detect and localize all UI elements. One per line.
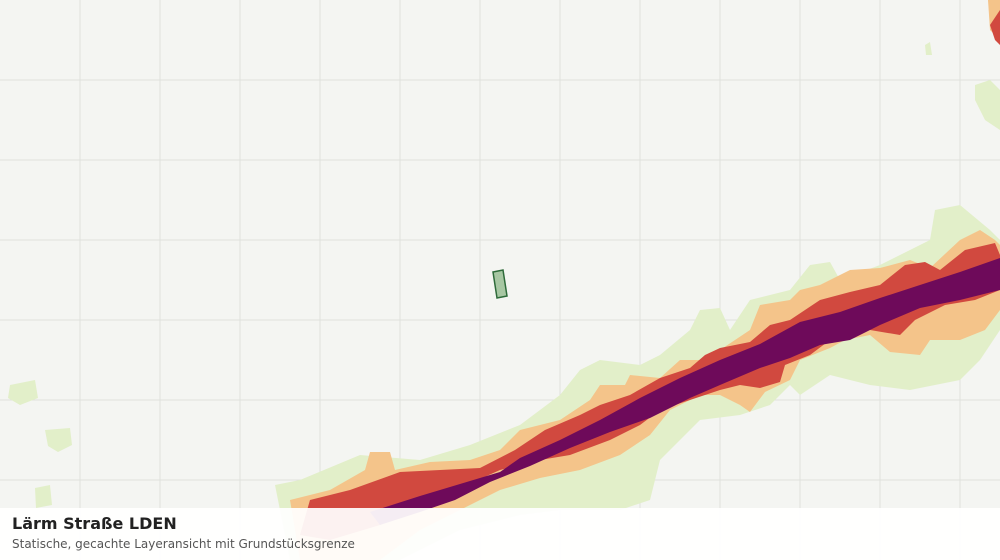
parcel-boundary (492, 269, 508, 299)
noise-zone-very-high (370, 258, 1000, 525)
footer: Lärm Straße LDEN Statische, gecachte Lay… (0, 508, 1000, 560)
layer-subtitle: Statische, gecachte Layeransicht mit Gru… (12, 537, 355, 551)
layer-title: Lärm Straße LDEN (12, 514, 177, 533)
